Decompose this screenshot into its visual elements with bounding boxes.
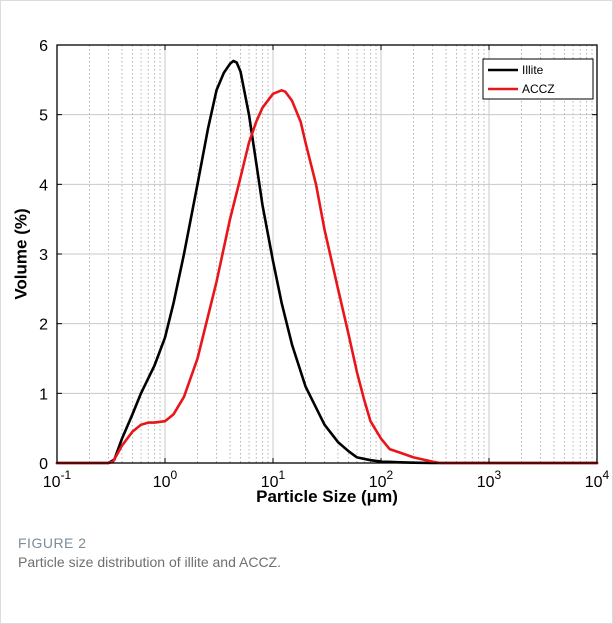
y-tick-label: 3 <box>39 247 48 264</box>
figure-caption: Particle size distribution of illite and… <box>18 554 281 570</box>
y-tick-label: 1 <box>39 386 48 403</box>
y-tick-label: 4 <box>39 177 48 194</box>
legend-box <box>482 58 594 100</box>
legend: Illite ACCZ <box>482 58 594 100</box>
series-line-illite <box>55 59 599 465</box>
series-line-accz <box>55 89 599 465</box>
x-tick-label: 104 <box>585 468 610 491</box>
x-tick-label: 103 <box>477 468 502 491</box>
y-tick-label: 5 <box>39 108 48 125</box>
y-tick-label: 6 <box>39 38 48 55</box>
figure-label: FIGURE 2 <box>18 535 87 551</box>
legend-label-illite: Illite <box>522 63 544 77</box>
y-axis-label: Volume (%) <box>11 208 30 299</box>
x-tick-label: 100 <box>153 468 178 491</box>
x-axis-label: Particle Size (μm) <box>256 487 398 506</box>
y-tick-label: 2 <box>39 317 48 334</box>
y-tick-label: 0 <box>39 456 48 473</box>
series-layer <box>55 59 599 465</box>
grid-layer <box>56 44 598 464</box>
legend-label-accz: ACCZ <box>522 82 555 96</box>
